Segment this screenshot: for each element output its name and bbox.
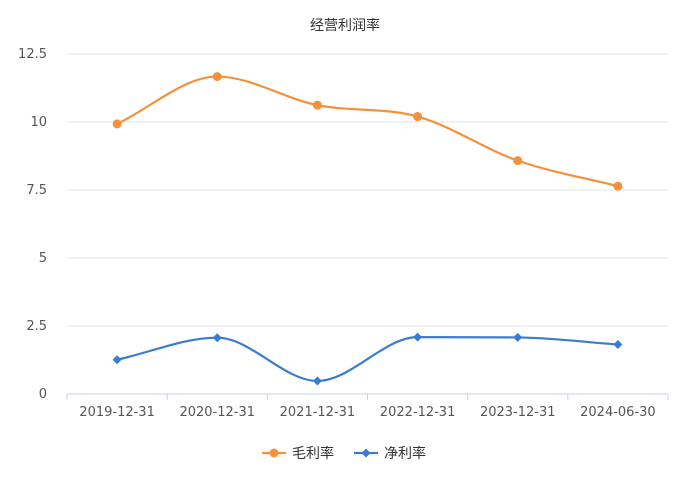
data-point (212, 72, 222, 82)
data-point (413, 332, 423, 342)
data-point (312, 100, 322, 110)
data-point (613, 181, 623, 191)
data-point (513, 156, 523, 166)
series-line-1 (116, 75, 619, 188)
x-tick-label: 2020-12-31 (179, 405, 255, 420)
series-line-2 (116, 336, 618, 383)
y-tick-label: 10 (30, 115, 47, 130)
x-tick-label: 2024-06-30 (580, 405, 656, 420)
chart-title: 经营利润率 (310, 17, 380, 34)
data-point (112, 355, 122, 365)
x-tick-label: 2021-12-31 (280, 405, 356, 420)
y-tick-label: 2.5 (26, 319, 47, 334)
data-point (212, 333, 222, 343)
y-tick-label: 5 (39, 251, 47, 266)
x-tick-label: 2022-12-31 (380, 405, 456, 420)
legend-swatch-marker (269, 448, 279, 458)
data-point (312, 376, 322, 386)
data-point (513, 332, 523, 342)
legend-label: 净利率 (384, 445, 426, 462)
data-point (413, 112, 423, 122)
y-tick-label: 0 (39, 387, 47, 402)
y-tick-label: 12.5 (18, 47, 47, 62)
data-point (112, 119, 122, 129)
x-tick-label: 2019-12-31 (79, 405, 155, 420)
x-tick-label: 2023-12-31 (480, 405, 556, 420)
legend-label: 毛利率 (292, 445, 334, 462)
y-tick-label: 7.5 (26, 183, 47, 198)
data-point (613, 339, 623, 349)
legend-swatch-marker (361, 448, 371, 458)
